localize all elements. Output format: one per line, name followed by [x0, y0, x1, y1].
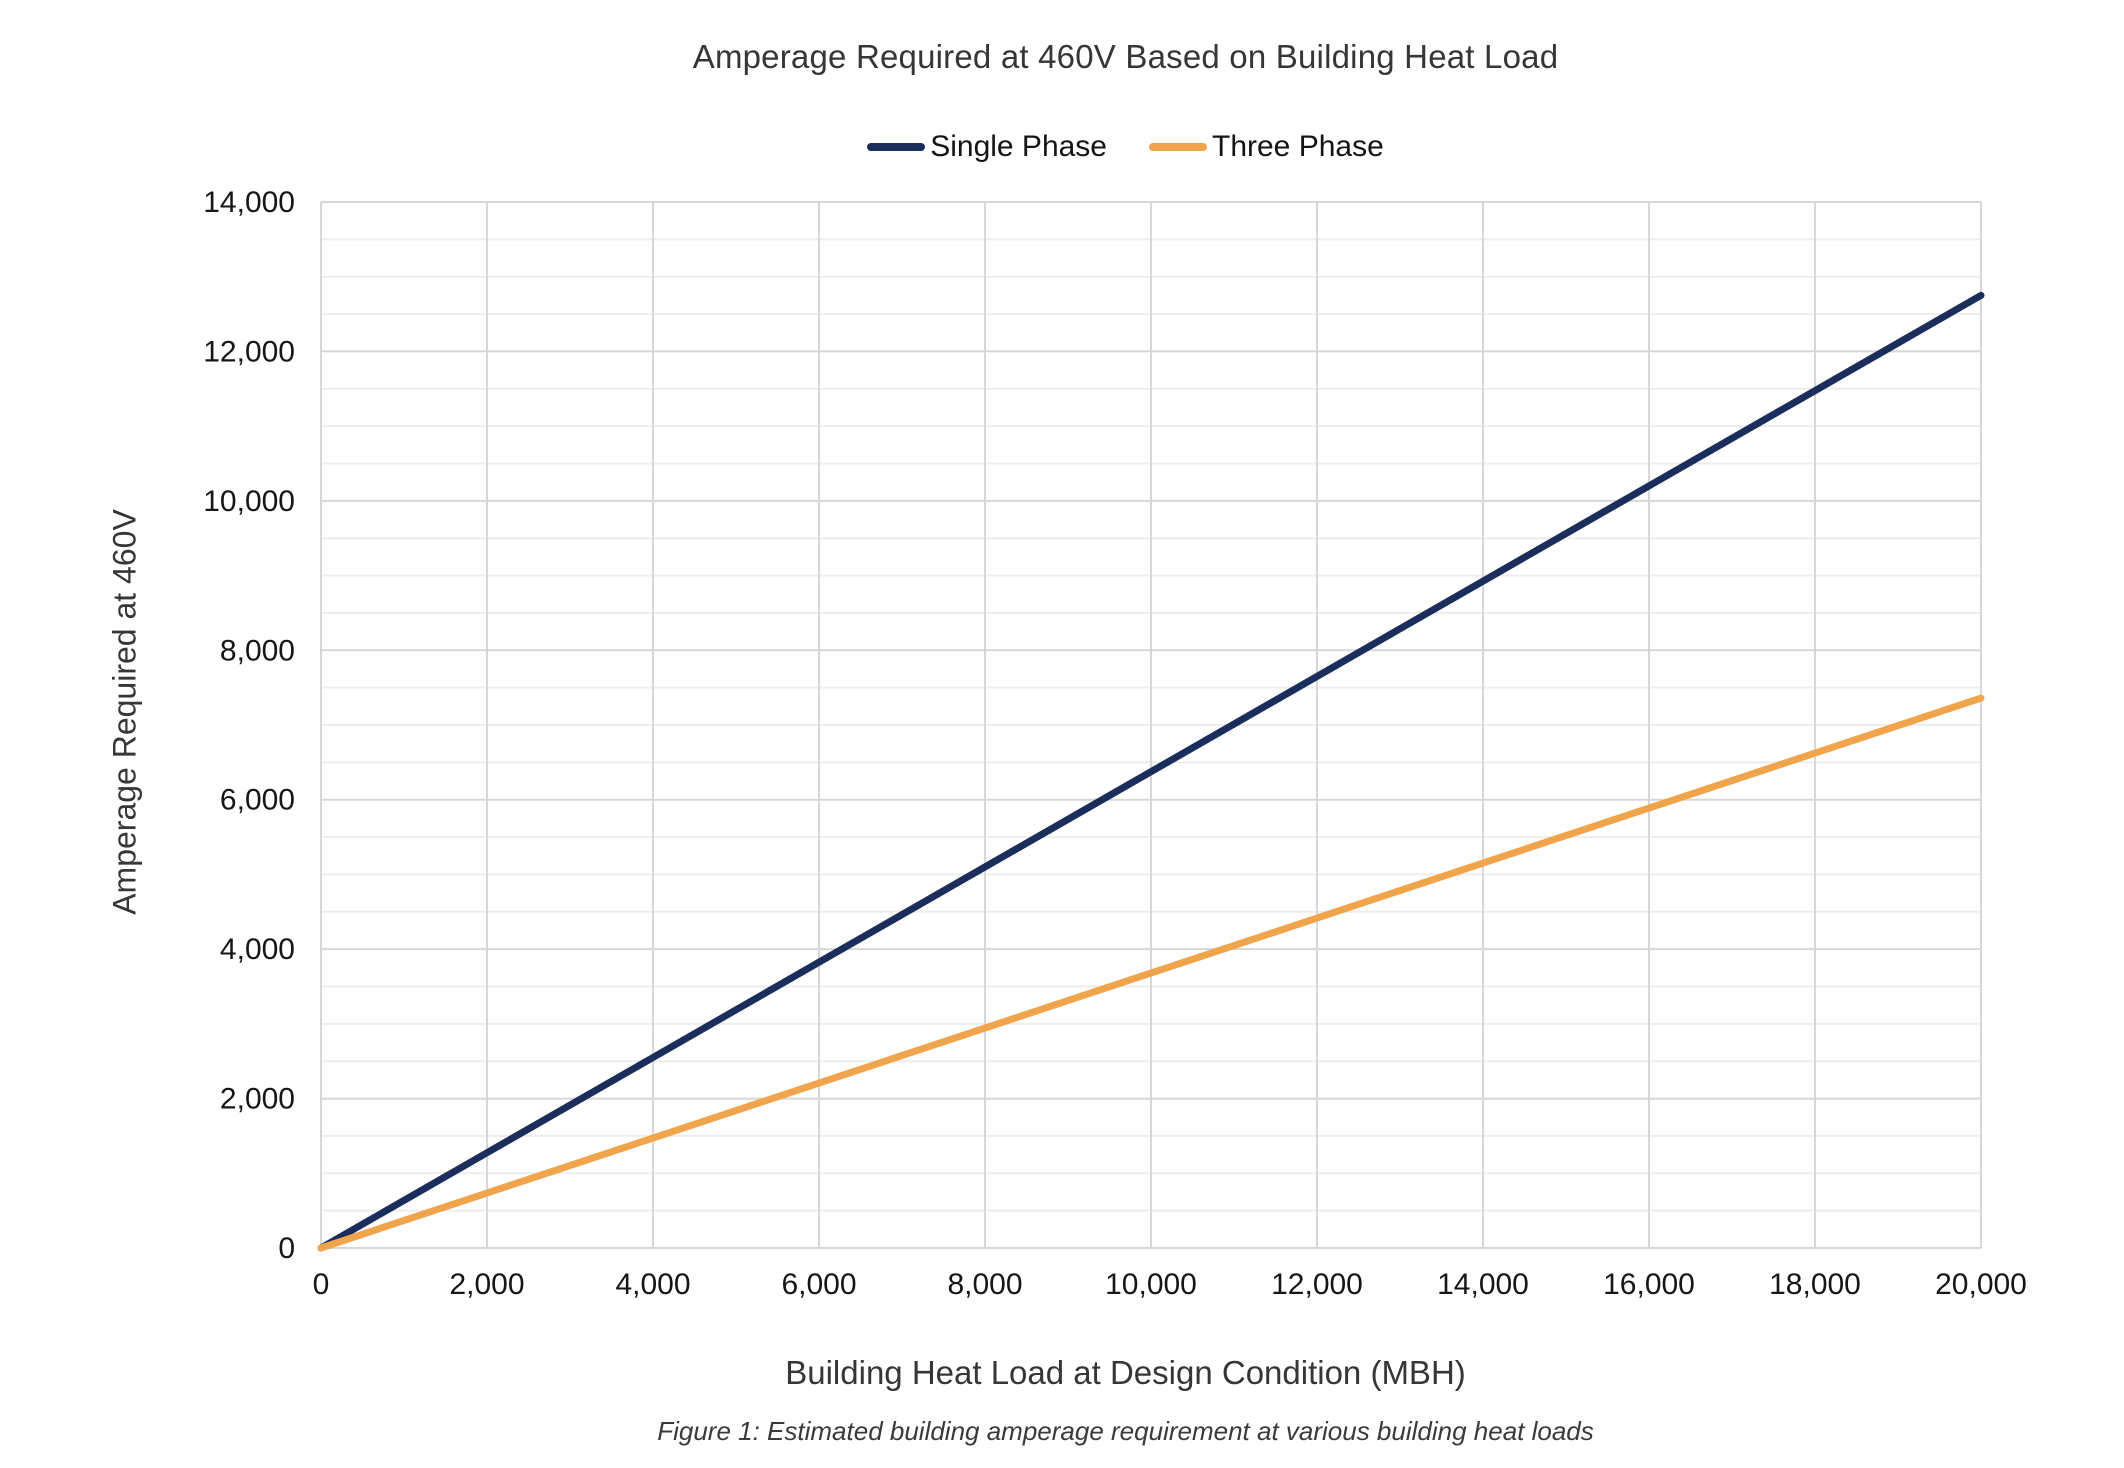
- figure-caption: Figure 1: Estimated building amperage re…: [657, 1416, 1594, 1446]
- y-tick-label: 12,000: [203, 335, 295, 368]
- y-tick-label: 0: [278, 1232, 295, 1265]
- x-tick-label: 18,000: [1769, 1268, 1861, 1301]
- legend: Single Phase Three Phase: [270, 126, 1981, 168]
- x-tick-label: 4,000: [615, 1268, 690, 1301]
- legend-item-single-phase: Single Phase: [867, 130, 1107, 164]
- x-tick-label: 10,000: [1105, 1268, 1197, 1301]
- x-tick-label: 2,000: [449, 1268, 524, 1301]
- single-phase-line: [317, 291, 1985, 1252]
- y-axis-title: Amperage Required at 460V: [106, 509, 143, 915]
- y-tick-label: 14,000: [203, 186, 295, 219]
- y-tick-label: 6,000: [220, 784, 295, 817]
- chart-title: Amperage Required at 460V Based on Build…: [692, 38, 1559, 75]
- y-tick-label: 2,000: [220, 1083, 295, 1116]
- x-tick-label: 20,000: [1935, 1268, 2027, 1301]
- three-phase-line-swatch-icon: [1149, 143, 1207, 151]
- x-tick-label: 14,000: [1437, 1268, 1529, 1301]
- x-tick-label: 16,000: [1603, 1268, 1695, 1301]
- legend-label-three-phase: Three Phase: [1212, 130, 1384, 163]
- legend-label-single-phase: Single Phase: [930, 130, 1107, 163]
- x-axis-title: Building Heat Load at Design Condition (…: [785, 1354, 1466, 1391]
- three-phase-line: [317, 694, 1985, 1252]
- x-tick-label: 8,000: [947, 1268, 1022, 1301]
- y-tick-label: 8,000: [220, 634, 295, 667]
- x-tick-label: 6,000: [781, 1268, 856, 1301]
- x-tick-label: 12,000: [1271, 1268, 1363, 1301]
- y-tick-label: 10,000: [203, 485, 295, 518]
- x-tick-label: 0: [313, 1268, 330, 1301]
- y-tick-label: 4,000: [220, 933, 295, 966]
- single-phase-line-swatch-icon: [867, 143, 926, 151]
- legend-item-three-phase: Three Phase: [1149, 130, 1384, 164]
